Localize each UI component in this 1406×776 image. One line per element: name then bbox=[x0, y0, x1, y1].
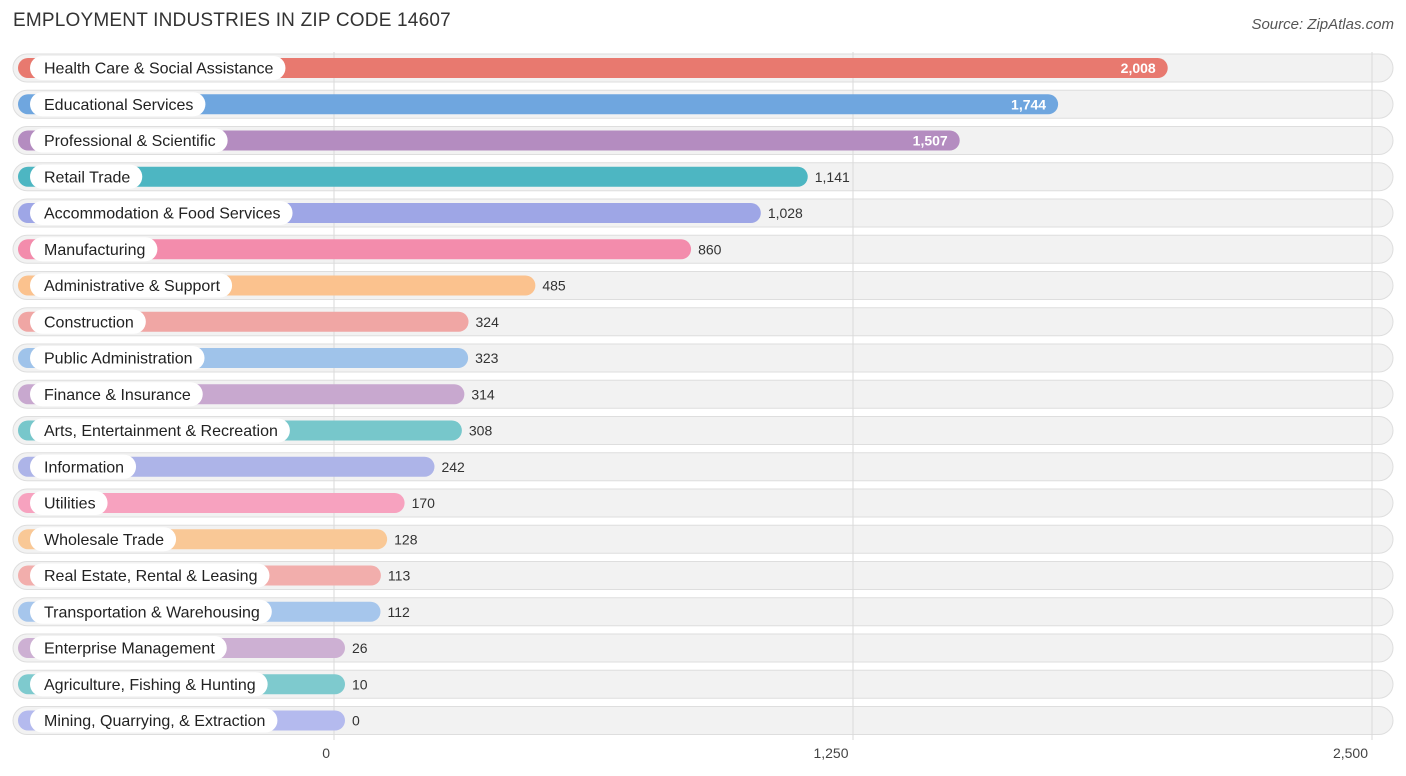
category-label-pill bbox=[30, 237, 158, 262]
value-label: 0 bbox=[352, 713, 360, 729]
category-label-pill bbox=[30, 201, 293, 225]
value-label: 2,008 bbox=[1121, 60, 1156, 76]
category-label-pill bbox=[30, 273, 233, 298]
category-label: Information bbox=[44, 459, 124, 476]
category-label-pill bbox=[30, 164, 143, 189]
category-label: Wholesale Trade bbox=[44, 532, 164, 549]
category-label-pill bbox=[30, 346, 205, 370]
category-label: Retail Trade bbox=[44, 169, 130, 186]
category-label: Mining, Quarrying, & Extraction bbox=[44, 713, 265, 730]
category-label: Transportation & Warehousing bbox=[44, 604, 260, 621]
bar bbox=[18, 58, 1168, 78]
category-label-pill bbox=[30, 527, 177, 552]
category-label: Construction bbox=[44, 314, 134, 331]
category-label: Administrative & Support bbox=[44, 278, 221, 295]
category-label: Arts, Entertainment & Recreation bbox=[44, 423, 278, 440]
axis-ticks: 0 1,250 2,500 bbox=[322, 745, 1368, 761]
bar bbox=[18, 166, 808, 187]
value-label: 860 bbox=[698, 241, 722, 257]
value-label: 323 bbox=[475, 350, 499, 366]
category-label-pill bbox=[30, 491, 108, 515]
category-label: Public Administration bbox=[44, 351, 193, 368]
category-label-pill bbox=[30, 56, 286, 80]
category-label: Professional & Scientific bbox=[44, 133, 216, 150]
category-label: Enterprise Management bbox=[44, 641, 215, 658]
bars: Health Care & Social Assistance 2,008 Educ… bbox=[18, 56, 1168, 733]
category-label: Real Estate, Rental & Leasing bbox=[44, 568, 257, 585]
category-label-pill bbox=[30, 636, 227, 660]
row-background bbox=[12, 706, 1394, 735]
value-label: 112 bbox=[388, 604, 411, 620]
category-label: Manufacturing bbox=[44, 242, 145, 259]
bar bbox=[18, 493, 405, 513]
value-label: 170 bbox=[412, 495, 436, 511]
row-background bbox=[12, 633, 1394, 663]
value-label: 1,744 bbox=[1011, 96, 1046, 112]
category-label-pill bbox=[30, 382, 203, 407]
bar bbox=[18, 239, 692, 260]
category-label: Educational Services bbox=[44, 97, 193, 114]
category-label-pill bbox=[30, 454, 137, 479]
x-tick-label: 0 bbox=[322, 745, 330, 761]
category-label: Finance & Insurance bbox=[44, 387, 191, 404]
category-label-pill bbox=[30, 672, 268, 697]
value-label: 10 bbox=[352, 676, 368, 692]
category-label-pill bbox=[30, 418, 290, 443]
category-label: Agriculture, Fishing & Hunting bbox=[44, 677, 256, 694]
source-label: Source: ZipAtlas.com bbox=[1251, 16, 1394, 33]
value-label: 26 bbox=[352, 640, 368, 656]
category-label: Utilities bbox=[44, 496, 96, 513]
row-background bbox=[12, 669, 1394, 699]
category-label-pill bbox=[30, 708, 278, 733]
value-label: 314 bbox=[471, 386, 495, 402]
category-label-pill bbox=[30, 309, 146, 334]
category-label-pill bbox=[30, 128, 228, 153]
value-label: 1,028 bbox=[768, 205, 803, 221]
value-label: 324 bbox=[476, 314, 500, 330]
category-label-pill bbox=[30, 92, 206, 117]
category-label-pill bbox=[30, 599, 272, 624]
x-tick-label: 2,500 bbox=[1333, 745, 1368, 761]
value-label: 308 bbox=[469, 423, 493, 439]
bar bbox=[18, 94, 1059, 115]
value-label: 485 bbox=[542, 278, 566, 294]
bar bbox=[18, 130, 960, 151]
value-label: 1,141 bbox=[815, 169, 850, 185]
value-label: 113 bbox=[388, 568, 411, 584]
value-label: 128 bbox=[394, 531, 418, 547]
value-label: 242 bbox=[441, 459, 465, 475]
x-tick-label: 1,250 bbox=[813, 745, 848, 761]
category-label: Health Care & Social Assistance bbox=[44, 61, 274, 78]
chart-title: EMPLOYMENT INDUSTRIES IN ZIP CODE 14607 bbox=[13, 10, 451, 31]
category-label-pill bbox=[30, 563, 270, 588]
value-label: 1,507 bbox=[913, 133, 948, 149]
category-label: Accommodation & Food Services bbox=[44, 206, 281, 223]
